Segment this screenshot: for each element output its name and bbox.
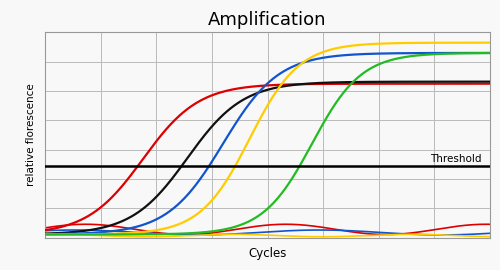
X-axis label: Cycles: Cycles (248, 247, 286, 260)
Title: Amplification: Amplification (208, 11, 327, 29)
Text: Threshold: Threshold (430, 154, 482, 164)
Y-axis label: relative florescence: relative florescence (26, 84, 36, 186)
